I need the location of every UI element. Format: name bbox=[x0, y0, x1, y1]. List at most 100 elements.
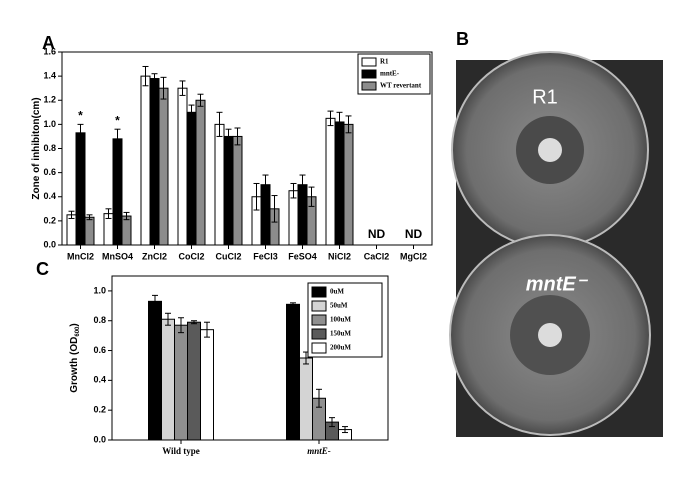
legend-swatch bbox=[311, 286, 327, 298]
y-tick-label: 1.0 bbox=[43, 119, 56, 129]
bar bbox=[75, 132, 86, 246]
y-tick-label: 1.2 bbox=[43, 95, 56, 105]
x-tick-label: FeSO4 bbox=[288, 251, 317, 261]
x-tick-label: mntE- bbox=[307, 446, 331, 456]
y-tick-label: 1.4 bbox=[43, 71, 56, 81]
error-bar bbox=[77, 123, 84, 142]
y-tick-label: 0.4 bbox=[43, 191, 56, 201]
x-tick-label: Wild type bbox=[162, 446, 200, 456]
x-tick-label: MnCl2 bbox=[67, 251, 94, 261]
error-bar bbox=[105, 208, 112, 219]
x-tick-label: NiCl2 bbox=[328, 251, 351, 261]
y-tick-label: 0.0 bbox=[93, 434, 106, 444]
bar bbox=[148, 300, 162, 441]
legend-swatch bbox=[361, 69, 377, 79]
error-bar bbox=[191, 320, 197, 325]
y-axis-label-part: Growth (OD bbox=[69, 337, 80, 393]
bar bbox=[158, 87, 169, 246]
y-axis-label-part: 600 bbox=[75, 326, 81, 337]
bar bbox=[288, 190, 299, 246]
bar bbox=[66, 214, 77, 246]
error-bar bbox=[178, 317, 184, 334]
error-bar bbox=[345, 115, 352, 134]
y-axis-label-part: Zone of inhibiton(cm) bbox=[31, 97, 42, 199]
panel-letter: C bbox=[36, 259, 49, 279]
error-bar bbox=[179, 80, 186, 96]
bar bbox=[187, 321, 201, 441]
x-tick-label: ZnCl2 bbox=[142, 251, 167, 261]
error-bar bbox=[308, 186, 315, 207]
bar bbox=[214, 123, 225, 246]
panel-letter: B bbox=[456, 29, 469, 49]
y-tick-label: 1.0 bbox=[93, 285, 106, 295]
legend-label: 50uM bbox=[330, 302, 348, 310]
bar bbox=[149, 78, 160, 246]
error-bar bbox=[234, 127, 241, 146]
bar bbox=[232, 135, 243, 246]
bar bbox=[140, 75, 151, 246]
x-tick-label: MgCl2 bbox=[400, 251, 427, 261]
error-bar bbox=[204, 321, 210, 338]
bar bbox=[334, 121, 345, 246]
bar bbox=[325, 117, 336, 246]
legend-swatch bbox=[311, 314, 327, 326]
error-bar bbox=[290, 302, 296, 307]
disk bbox=[538, 138, 562, 162]
error-bar bbox=[262, 174, 269, 195]
legend-swatch bbox=[311, 342, 327, 354]
x-tick-label: CuCl2 bbox=[215, 251, 241, 261]
panel-letter: A bbox=[42, 33, 55, 53]
y-tick-label: 0.6 bbox=[43, 167, 56, 177]
error-bar bbox=[216, 111, 223, 137]
bar bbox=[195, 99, 206, 246]
bar bbox=[112, 138, 123, 246]
annotation: * bbox=[115, 113, 120, 127]
y-tick-label: 0.8 bbox=[43, 143, 56, 153]
y-tick-label: 0.0 bbox=[43, 239, 56, 249]
y-axis-label: Zone of inhibiton(cm) bbox=[31, 97, 42, 199]
annotation: * bbox=[78, 109, 83, 123]
error-bar bbox=[165, 312, 171, 326]
error-bar bbox=[271, 195, 278, 223]
bar bbox=[186, 111, 197, 246]
error-bar bbox=[188, 104, 195, 121]
legend-swatch bbox=[311, 300, 327, 312]
error-bar bbox=[86, 214, 93, 221]
error-bar bbox=[225, 128, 232, 145]
error-bar bbox=[253, 182, 260, 211]
photo-label: R1 bbox=[532, 86, 558, 108]
annotation: ND bbox=[368, 227, 386, 241]
error-bar bbox=[316, 388, 322, 408]
x-tick-label: CoCl2 bbox=[178, 251, 204, 261]
bar bbox=[223, 135, 234, 246]
bar bbox=[343, 123, 354, 246]
plot-frame bbox=[111, 275, 389, 441]
legend-swatch bbox=[361, 57, 377, 67]
error-bar bbox=[68, 210, 75, 219]
legend-label: 0uM bbox=[330, 288, 344, 296]
error-bar bbox=[114, 128, 121, 149]
error-bar bbox=[342, 426, 348, 434]
legend-swatch bbox=[311, 328, 327, 340]
photo-label: mntE⁻ bbox=[526, 273, 589, 295]
error-bar bbox=[123, 211, 130, 221]
y-tick-label: 0.6 bbox=[93, 345, 106, 355]
legend-label: 150uM bbox=[330, 330, 351, 338]
x-tick-label: CaCl2 bbox=[364, 251, 390, 261]
legend-label: R1 bbox=[380, 58, 389, 66]
bar bbox=[177, 87, 188, 246]
photo: R1 mntE⁻ bbox=[449, 51, 663, 437]
bar bbox=[174, 324, 188, 441]
error-bar bbox=[197, 93, 204, 107]
y-axis-label-part: ) bbox=[69, 323, 80, 326]
legend-label: mntE- bbox=[380, 70, 400, 78]
error-bar bbox=[329, 417, 335, 428]
bar bbox=[161, 318, 175, 441]
error-bar bbox=[299, 174, 306, 195]
legend-label: 200uM bbox=[330, 344, 351, 352]
bar bbox=[200, 329, 214, 441]
bar bbox=[299, 357, 313, 441]
x-tick-label: MnSO4 bbox=[102, 251, 133, 261]
error-bar bbox=[151, 73, 158, 84]
bar bbox=[84, 216, 95, 246]
